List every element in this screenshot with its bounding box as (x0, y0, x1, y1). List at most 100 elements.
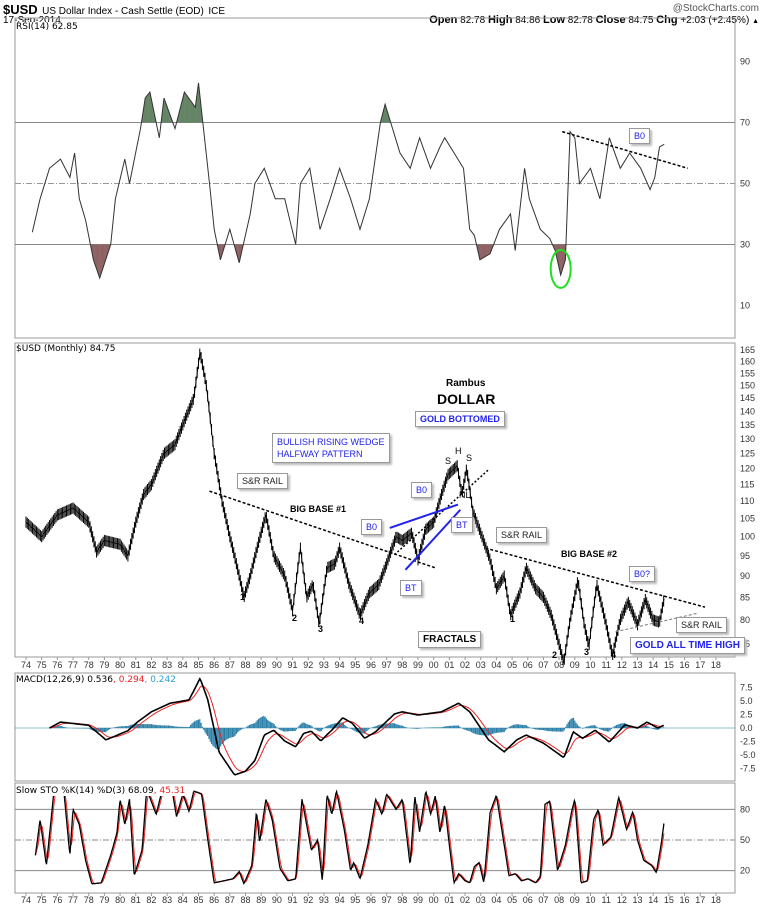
up-arrow-icon: ▲ (752, 18, 759, 25)
rsi-legend: RSI(14) 62.85 (16, 22, 78, 32)
bo-callout-1: B0 (361, 519, 383, 535)
top-year-label: 97 (382, 660, 392, 670)
instrument-name: US Dollar Index - Cash Settle (EOD) (42, 6, 204, 17)
top-year-label: 82 (146, 660, 156, 670)
rsi-tick-label: 50 (740, 179, 750, 189)
top-year-label: 08 (554, 660, 564, 670)
top-year-label: 06 (523, 660, 533, 670)
chg-label: Chg (656, 14, 678, 26)
close-label: Close (595, 14, 626, 26)
macd-value: MACD(12,26,9) 0.536 (16, 675, 113, 685)
top-year-label: 14 (648, 660, 658, 670)
rsi-tick-label: 70 (740, 118, 750, 128)
top-year-label: 03 (476, 660, 486, 670)
price-tick-label: 160 (740, 356, 755, 366)
price-tick-label: 85 (740, 592, 750, 602)
sr-rail-callout-1: S&R RAIL (237, 473, 289, 489)
top-year-label: 91 (288, 660, 298, 670)
price-tick-label: 140 (740, 406, 755, 416)
bottom-year-label: 94 (335, 895, 345, 905)
bottom-year-label: 11 (601, 895, 610, 905)
top-year-label: 90 (272, 660, 282, 670)
fractals-callout: FRACTALS (418, 631, 482, 648)
bottom-year-label: 09 (570, 895, 580, 905)
top-year-label: 80 (115, 660, 125, 670)
bottom-year-label: 95 (350, 895, 360, 905)
fractal-2b: 2 (552, 650, 558, 660)
sto-tick-label: 50 (740, 835, 750, 845)
top-year-label: 00 (429, 660, 439, 670)
sr-rail-callout-3: S&R RAIL (676, 617, 728, 633)
high-value: 84.86 (515, 15, 541, 26)
bottom-year-label: 74 (21, 895, 31, 905)
macd-tick-label: 5.0 (740, 696, 753, 706)
price-tick-label: 145 (740, 393, 755, 403)
price-tick-label: 125 (740, 449, 755, 459)
top-year-label: 76 (52, 660, 62, 670)
price-tick-label: 135 (740, 420, 755, 430)
top-year-label: 10 (585, 660, 595, 670)
bottom-year-label: 91 (288, 895, 298, 905)
top-year-label: 78 (84, 660, 94, 670)
macd-signal-value: , 0.294 (112, 675, 145, 685)
top-year-label: 11 (601, 660, 610, 670)
right-shoulder-label: S (466, 453, 473, 463)
sto-panel (14, 782, 736, 894)
chart-title: $USD US Dollar Index - Cash Settle (EOD)… (3, 1, 225, 19)
head-label: H (455, 446, 462, 456)
top-year-label: 92 (303, 660, 313, 670)
bo-callout-2: B0 (411, 482, 433, 498)
price-tick-label: 115 (740, 480, 754, 490)
open-value: 82.78 (460, 15, 486, 26)
rsi-trendline (562, 130, 688, 169)
top-year-label: 88 (241, 660, 251, 670)
gold-bottomed-callout: GOLD BOTTOMED (415, 411, 505, 427)
bottom-year-label: 81 (131, 895, 141, 905)
price-tick-label: 150 (740, 381, 755, 391)
price-legend: $USD (Monthly) 84.75 (16, 344, 116, 354)
bottom-year-label: 75 (37, 895, 47, 905)
bottom-year-label: 99 (413, 895, 423, 905)
top-year-label: 07 (538, 660, 548, 670)
high-label: High (487, 14, 513, 26)
sto-legend: Slow STO %K(14) %D(3) 68.09, 45.31 (16, 786, 186, 796)
sto-tick-label: 80 (740, 804, 750, 814)
neckline-line (393, 469, 490, 556)
bottom-year-label: 76 (52, 895, 62, 905)
fractal-4b: 4 (611, 650, 617, 660)
author-label: Rambus (446, 378, 486, 389)
fractal-3a: 3 (318, 624, 324, 634)
bottom-year-label: 15 (664, 895, 674, 905)
fractal-1b: 1 (510, 614, 516, 624)
top-year-label: 75 (37, 660, 47, 670)
asset-label: DOLLAR (437, 391, 496, 407)
lower-rail-line (615, 612, 699, 633)
price-tick-label: 80 (740, 615, 750, 625)
bottom-year-label: 13 (633, 895, 643, 905)
low-label: Low (543, 14, 566, 26)
bottom-year-label: 05 (507, 895, 517, 905)
macd-tick-label: 7.5 (740, 683, 753, 693)
top-year-label: 05 (507, 660, 517, 670)
bo-question-callout: B0? (629, 566, 656, 582)
price-tick-label: 75 (740, 639, 750, 649)
macd-line (49, 677, 665, 776)
bottom-year-label: 03 (476, 895, 486, 905)
close-value: 84.75 (628, 15, 654, 26)
sto-k-value: Slow STO %K(14) %D(3) 68.09 (16, 786, 154, 796)
fractal-3b: 3 (584, 647, 590, 657)
macd-tick-label: -5.0 (740, 750, 756, 760)
bottom-year-label: 85 (193, 895, 203, 905)
macd-hist-value: , 0.242 (144, 675, 176, 685)
bottom-year-label: 18 (711, 895, 721, 905)
rsi-highlight-circle (549, 248, 572, 289)
top-year-label: 74 (21, 660, 31, 670)
top-year-label: 87 (225, 660, 235, 670)
price-tick-label: 100 (740, 532, 755, 542)
price-tick-label: 110 (740, 496, 754, 506)
top-year-label: 09 (570, 660, 580, 670)
bt-callout-1: BT (451, 517, 473, 533)
top-year-label: 84 (178, 660, 188, 670)
bottom-year-label: 89 (256, 895, 266, 905)
bottom-year-label: 01 (444, 895, 454, 905)
